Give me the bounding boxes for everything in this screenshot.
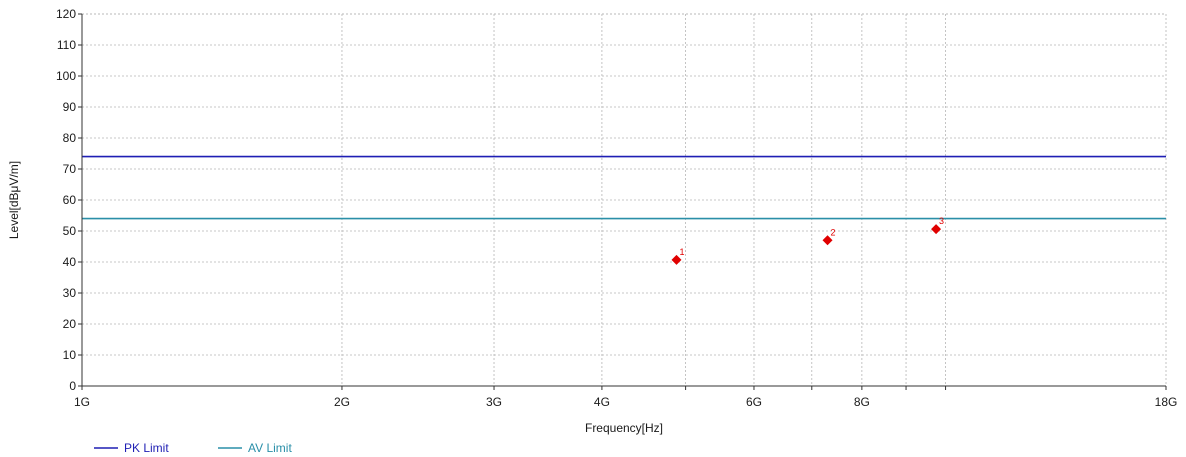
- y-tick-label: 10: [63, 348, 77, 362]
- y-tick-label: 100: [56, 69, 76, 83]
- y-tick-label: 0: [69, 379, 76, 393]
- y-tick-label: 90: [63, 100, 77, 114]
- x-tick-labels: 1G 2G 3G 4G 6G 8G 18G: [74, 386, 1177, 409]
- y-tick-label: 70: [63, 162, 77, 176]
- data-point-marker: [671, 254, 682, 265]
- y-tick-label: 60: [63, 193, 77, 207]
- data-point-label: 2: [831, 227, 836, 237]
- legend: PK Limit AV Limit: [94, 441, 292, 455]
- x-axis-title: Frequency[Hz]: [585, 421, 663, 435]
- y-axis-title: Level[dBμV/m]: [7, 161, 21, 239]
- data-point-label: 1: [679, 247, 684, 257]
- x-tick-label: 8G: [854, 395, 870, 409]
- grid: [82, 13, 1167, 386]
- limit-lines: [82, 155, 1166, 220]
- y-tick-labels: 0 10 20 30 40 50 60 70 80 90 100 110 120: [56, 7, 82, 393]
- data-points: 1 2 3: [671, 216, 944, 265]
- y-tick-label: 110: [57, 38, 76, 52]
- x-tick-label: 1G: [74, 395, 90, 409]
- x-tick-label: 4G: [594, 395, 610, 409]
- x-tick-label: 2G: [334, 395, 350, 409]
- data-point-marker: [822, 235, 833, 246]
- y-tick-label: 50: [63, 224, 77, 238]
- y-tick-label: 20: [63, 317, 77, 331]
- y-tick-label: 40: [63, 255, 77, 269]
- y-tick-label: 80: [63, 131, 77, 145]
- legend-label: AV Limit: [248, 441, 292, 455]
- x-tick-label: 3G: [486, 395, 502, 409]
- data-point-marker: [931, 224, 942, 235]
- x-tick-label: 18G: [1155, 395, 1178, 409]
- legend-label: PK Limit: [124, 441, 169, 455]
- data-point-label: 3: [939, 216, 944, 226]
- x-tick-label: 6G: [746, 395, 762, 409]
- y-tick-label: 120: [56, 7, 76, 21]
- y-tick-label: 30: [63, 286, 77, 300]
